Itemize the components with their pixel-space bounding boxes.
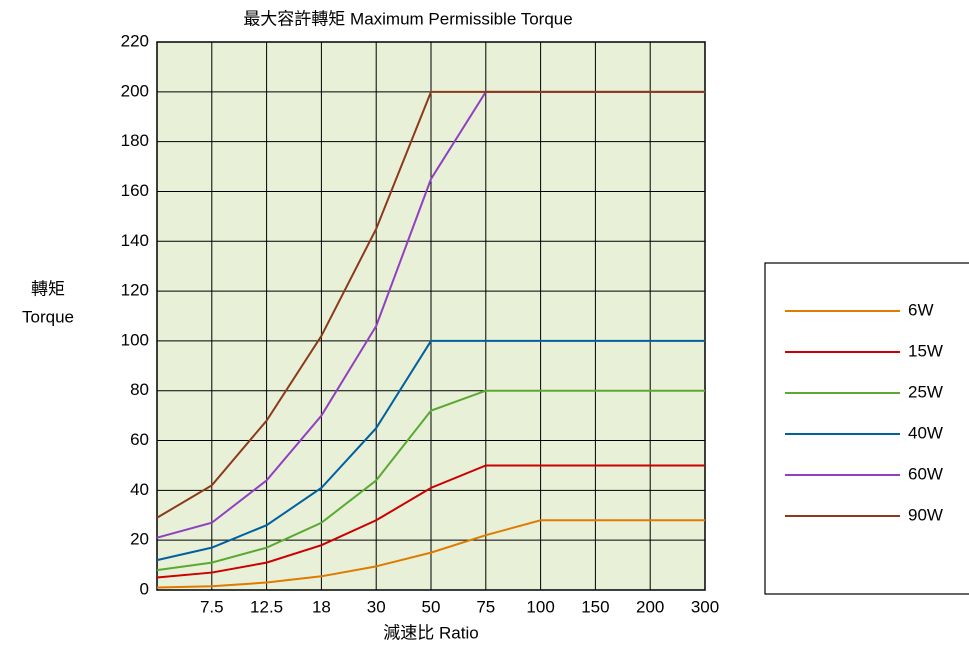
- y-tick-label: 0: [140, 579, 149, 598]
- x-tick-label: 7.5: [200, 597, 224, 616]
- legend-label: 15W: [908, 341, 943, 360]
- plot-border: [156, 41, 706, 591]
- x-tick-label: 150: [581, 597, 609, 616]
- legend-label: 6W: [908, 300, 934, 319]
- x-tick-label: 100: [526, 597, 554, 616]
- y-tick-label: 160: [121, 181, 149, 200]
- legend-label: 25W: [908, 382, 943, 401]
- y-tick-label: 140: [121, 231, 149, 250]
- legend-box: [764, 262, 969, 595]
- x-tick-label: 300: [691, 597, 719, 616]
- legend-label: 90W: [908, 505, 943, 524]
- y-tick-label: 200: [121, 81, 149, 100]
- x-tick-label: 18: [312, 597, 331, 616]
- y-tick-label: 120: [121, 281, 149, 300]
- y-tick-label: 180: [121, 131, 149, 150]
- chart-title: 最大容許轉矩 Maximum Permissible Torque: [243, 9, 572, 28]
- y-tick-label: 40: [130, 480, 149, 499]
- y-tick-label: 20: [130, 530, 149, 549]
- legend-label: 60W: [908, 464, 943, 483]
- x-tick-label: 12.5: [250, 597, 283, 616]
- y-axis-label: 轉矩: [31, 279, 65, 298]
- series-line: [156, 339, 705, 562]
- series-line: [156, 519, 705, 589]
- series-line: [156, 464, 705, 579]
- x-axis-label: 減速比 Ratio: [383, 623, 478, 642]
- x-tick-label: 30: [367, 597, 386, 616]
- series-line: [156, 389, 705, 572]
- legend-label: 40W: [908, 423, 943, 442]
- x-tick-label: 200: [636, 597, 664, 616]
- x-tick-label: 50: [422, 597, 441, 616]
- series-line: [156, 90, 705, 519]
- y-tick-label: 80: [130, 380, 149, 399]
- y-tick-label: 60: [130, 430, 149, 449]
- y-axis-label: Torque: [22, 307, 74, 326]
- y-tick-label: 100: [121, 330, 149, 349]
- x-tick-label: 75: [476, 597, 495, 616]
- y-tick-label: 220: [121, 31, 149, 50]
